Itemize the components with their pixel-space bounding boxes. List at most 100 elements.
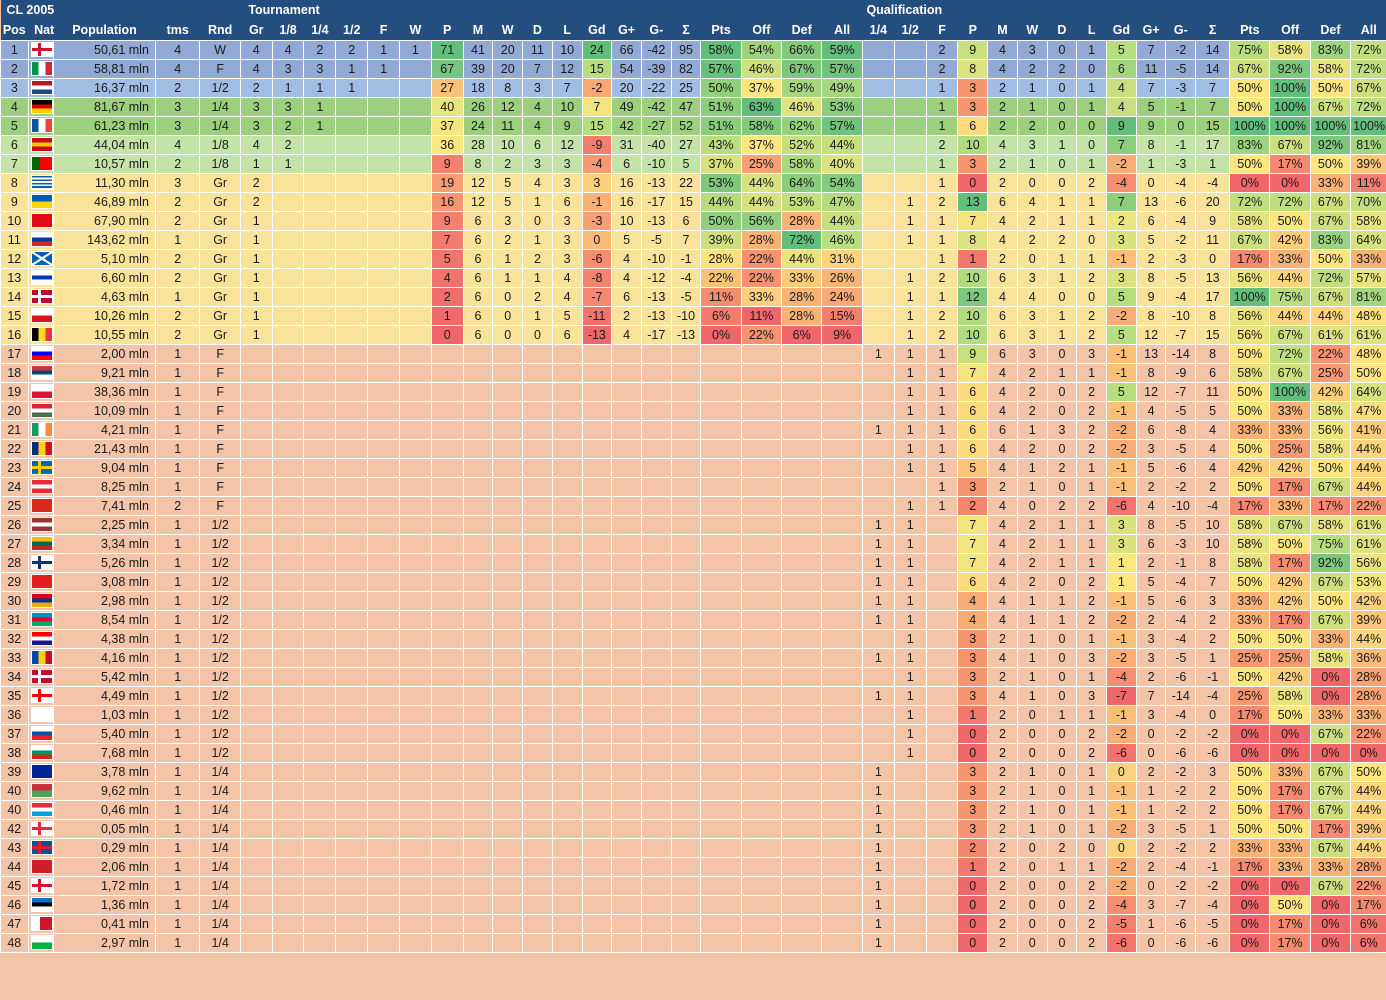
stat-cell: 2 (154, 267, 201, 288)
stat-cell: 1 (1076, 666, 1108, 687)
stat-cell (700, 856, 742, 877)
stat-cell: 58% (1309, 438, 1352, 459)
position-cell: 23 (0, 457, 29, 478)
stat-cell (861, 58, 895, 79)
stat-cell: 44% (1350, 628, 1386, 649)
nation-cell: SRB (27, 362, 55, 383)
stat-cell (740, 742, 783, 763)
stat-cell: 25% (740, 153, 783, 174)
stat-cell (430, 609, 464, 630)
stat-cell: -10 (1165, 495, 1197, 516)
stat-cell (398, 172, 432, 193)
stat-cell (239, 780, 273, 801)
stat-cell: 67% (1269, 514, 1311, 535)
stat-cell: -13 (581, 324, 613, 345)
nation-cell: ESP (27, 134, 55, 155)
stat-cell: 0% (1309, 742, 1352, 763)
table-row: 35GEO4,49 mln11/21134103-77-14-425%58%0%… (0, 685, 1386, 706)
stat-cell: 0 (957, 913, 989, 934)
stat-cell (239, 476, 273, 497)
stat-cell: 2 (1076, 438, 1108, 459)
stat-cell: 15 (670, 191, 702, 212)
stat-cell: 11 (1195, 381, 1231, 402)
position-cell: 11 (0, 229, 29, 250)
stat-cell (271, 571, 305, 592)
stat-cell: 1 (925, 457, 959, 478)
stat-cell (700, 476, 742, 497)
stat-cell: 1 (335, 77, 369, 98)
stat-cell: F (199, 58, 241, 79)
stat-cell: 4 (987, 647, 1018, 668)
stat-cell: 24 (462, 115, 494, 136)
stat-cell: 2 (1195, 799, 1231, 820)
stat-cell (398, 286, 432, 307)
stat-cell (581, 742, 613, 763)
stat-cell (367, 552, 400, 573)
nation-cell: ROU (27, 438, 55, 459)
stat-cell (893, 96, 927, 117)
stat-cell: F (199, 362, 241, 383)
stat-cell: 0 (1046, 894, 1078, 915)
stat-cell (430, 533, 464, 554)
population-cell: 9,04 mln (53, 457, 156, 478)
stat-cell (398, 438, 432, 459)
stat-cell: 2 (987, 153, 1018, 174)
stat-cell: 41% (1350, 419, 1386, 440)
stat-cell: 4 (1195, 438, 1231, 459)
stat-cell: 0 (957, 723, 989, 744)
stat-cell (700, 381, 742, 402)
stat-cell (581, 476, 613, 497)
stat-cell: 33% (740, 286, 783, 307)
stat-cell (367, 229, 400, 250)
stat-cell: 1 (154, 647, 201, 668)
stat-cell (740, 856, 783, 877)
stat-cell (239, 818, 273, 839)
stat-cell: 1 (154, 818, 201, 839)
stat-cell: 8 (1195, 305, 1231, 326)
stat-cell (271, 362, 305, 383)
stat-cell: 1 (154, 780, 201, 801)
stat-cell (271, 381, 305, 402)
stat-cell: 3 (581, 172, 613, 193)
column-header: D (522, 20, 553, 40)
stat-cell: 1 (925, 438, 959, 459)
stat-cell: 0 (1046, 343, 1078, 364)
stat-cell (893, 172, 927, 193)
column-header: Pos (0, 20, 29, 40)
stat-cell: 1 (893, 533, 927, 554)
stat-cell: 33% (1269, 856, 1311, 877)
position-cell: 27 (0, 533, 29, 554)
stat-cell: 3 (551, 210, 583, 231)
stat-cell (551, 533, 583, 554)
stat-cell: 3 (522, 77, 553, 98)
stat-cell (239, 856, 273, 877)
stat-cell: 33% (1309, 704, 1352, 725)
stat-cell: 1 (1016, 476, 1048, 497)
stat-cell: 52 (670, 115, 702, 136)
stat-cell: 15 (581, 58, 613, 79)
nation-cell: NIR (27, 875, 55, 896)
stat-cell: F (199, 476, 241, 497)
stat-cell (398, 780, 432, 801)
stat-cell: 13 (1135, 343, 1167, 364)
stat-cell: 1 (925, 96, 959, 117)
stat-cell (335, 761, 369, 782)
stat-cell (271, 514, 305, 535)
stat-cell: 1 (239, 267, 273, 288)
stat-cell: 22% (740, 324, 783, 345)
stat-cell: 2 (987, 856, 1018, 877)
nation-cell: GEO (27, 685, 55, 706)
stat-cell (670, 799, 702, 820)
stat-cell: 1 (1076, 704, 1108, 725)
stat-cell: 4 (1016, 286, 1048, 307)
stat-cell: -6 (1195, 742, 1231, 763)
stat-cell: 1 (239, 286, 273, 307)
stat-cell (271, 210, 305, 231)
stat-cell (303, 932, 337, 953)
stat-cell: 4 (239, 134, 273, 155)
stat-cell (781, 723, 823, 744)
stat-cell: 22% (700, 267, 742, 288)
stat-cell (335, 913, 369, 934)
stat-cell: -10 (640, 153, 672, 174)
stat-cell (522, 590, 553, 611)
